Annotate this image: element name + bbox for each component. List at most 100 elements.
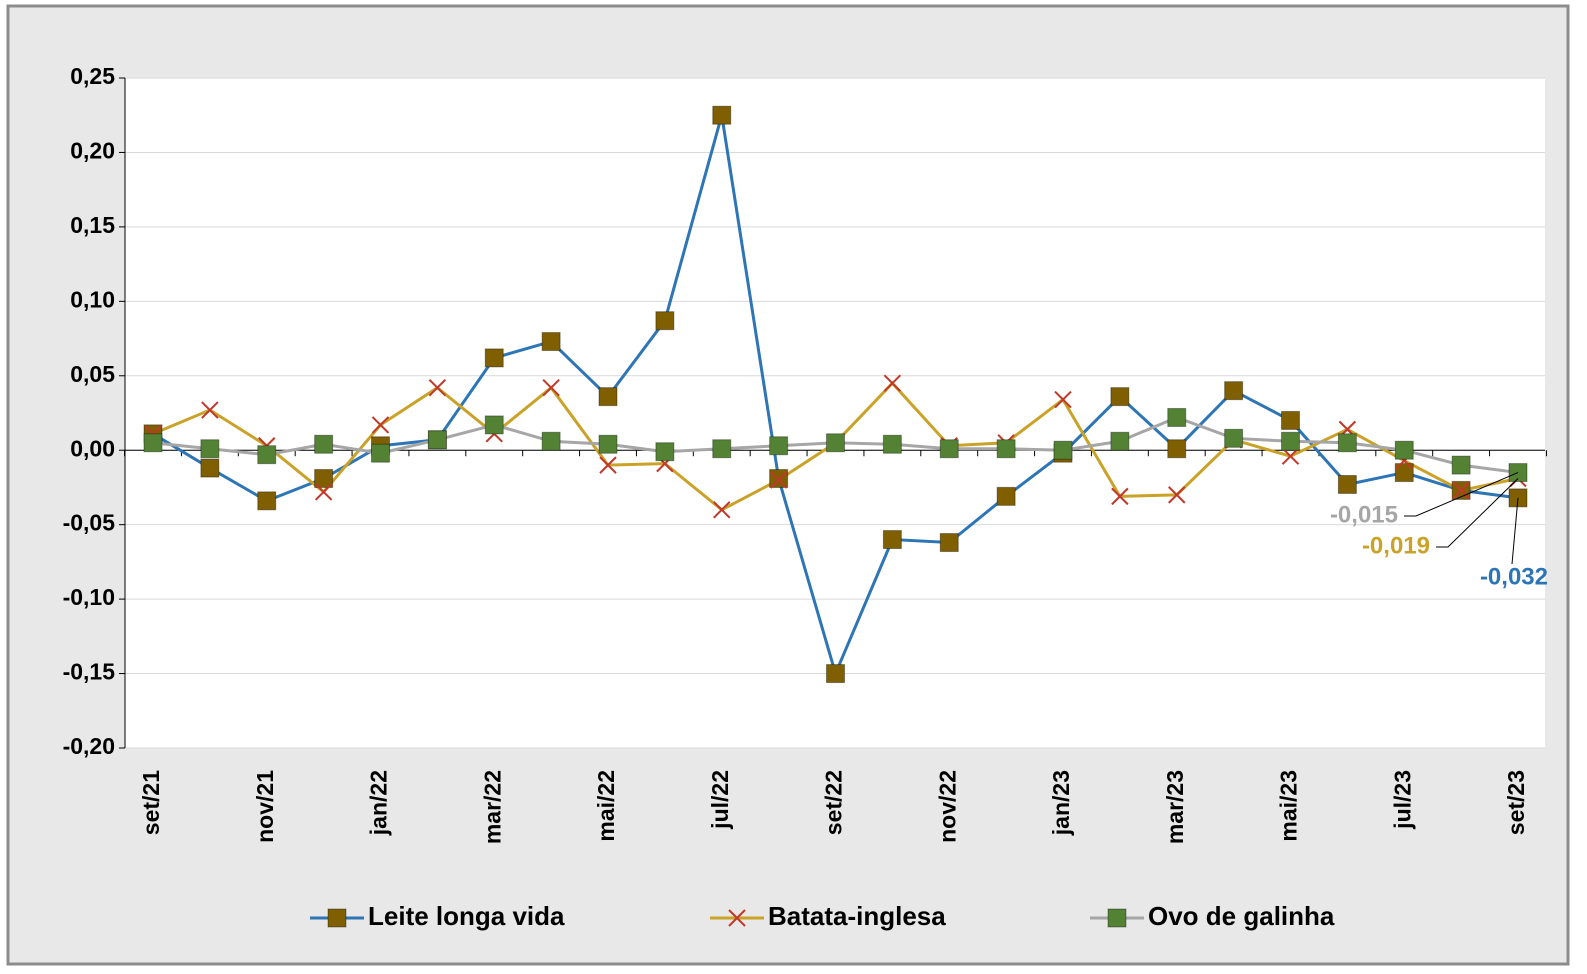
marker	[314, 434, 334, 454]
marker	[541, 332, 561, 352]
marker	[541, 431, 561, 451]
x-tick-label: nov/21	[252, 770, 278, 843]
y-tick-label: 0,15	[70, 212, 115, 238]
x-tick-label: nov/22	[934, 770, 960, 843]
marker-stroke	[1054, 390, 1072, 409]
marker	[939, 533, 959, 553]
marker-stroke	[371, 416, 390, 434]
x-tick-label: mar/23	[1162, 770, 1188, 844]
marker	[598, 387, 618, 407]
marker	[1452, 481, 1470, 500]
x-tick-label: set/22	[821, 770, 847, 835]
marker	[598, 434, 618, 454]
marker	[1337, 433, 1357, 453]
marker	[200, 439, 220, 459]
x-tick-label: jul/23	[1389, 770, 1415, 830]
marker	[371, 443, 390, 463]
leader-line	[1511, 497, 1519, 565]
x-tick-label: jan/23	[1048, 770, 1074, 836]
marker	[542, 378, 560, 397]
x-tick-label: mai/22	[593, 770, 619, 842]
marker	[712, 105, 732, 125]
y-tick-label: 0,25	[70, 63, 115, 89]
y-tick-label: 0,00	[70, 435, 115, 461]
y-tick-label: 0,05	[70, 361, 115, 387]
marker	[1167, 439, 1187, 459]
y-tick-label: -0,05	[63, 510, 116, 536]
marker	[655, 311, 675, 331]
marker	[769, 436, 789, 456]
x-tick-label: jan/22	[366, 770, 392, 836]
marker-stroke	[713, 501, 731, 519]
marker	[371, 416, 390, 434]
marker	[201, 401, 219, 419]
y-tick-label: 0,10	[70, 286, 115, 312]
y-tick-label: 0,20	[70, 138, 115, 164]
marker	[1394, 440, 1414, 460]
marker-stroke	[1281, 447, 1300, 465]
marker	[200, 458, 220, 478]
y-tick-label: -0,20	[63, 733, 115, 759]
marker	[996, 439, 1016, 459]
marker-stroke	[883, 374, 902, 392]
data-label: -0,032	[1480, 563, 1548, 590]
x-tick-label: mai/23	[1276, 770, 1302, 842]
marker	[939, 439, 959, 459]
marker-stroke	[201, 401, 219, 419]
marker	[484, 415, 504, 435]
marker	[882, 530, 902, 550]
marker	[1168, 486, 1186, 504]
plot-area	[125, 78, 1545, 748]
marker	[327, 908, 347, 928]
marker	[599, 456, 617, 474]
leader-line	[1436, 478, 1519, 548]
marker	[428, 378, 447, 397]
marker	[713, 501, 731, 519]
marker	[1224, 428, 1244, 448]
x-tick-label: set/21	[138, 770, 164, 835]
marker	[1394, 463, 1414, 483]
marker	[143, 433, 163, 453]
legend-label: Batata-inglesa	[768, 901, 946, 931]
marker	[314, 469, 334, 489]
data-label: -0,015	[1330, 501, 1398, 528]
marker-stroke	[1111, 487, 1129, 506]
marker	[882, 434, 902, 454]
marker	[1054, 390, 1072, 409]
marker	[769, 471, 788, 489]
data-label: -0,019	[1362, 532, 1430, 559]
marker	[883, 374, 902, 392]
marker	[1111, 487, 1129, 506]
marker	[427, 430, 447, 450]
marker	[826, 433, 845, 453]
marker	[1167, 407, 1187, 427]
legend-label: Leite longa vida	[368, 901, 565, 931]
marker	[1451, 455, 1471, 475]
marker	[1281, 431, 1300, 451]
marker	[996, 486, 1016, 506]
marker	[769, 469, 789, 489]
marker	[257, 445, 277, 465]
marker-stroke	[1168, 486, 1186, 504]
marker-stroke	[728, 909, 746, 927]
marker-stroke	[599, 456, 617, 474]
y-tick-label: -0,10	[63, 584, 115, 610]
legend-label: Ovo de galinha	[1148, 901, 1335, 931]
leader-line	[1404, 472, 1519, 517]
x-tick-label: mar/22	[479, 770, 505, 844]
marker	[1110, 431, 1130, 451]
marker	[1110, 387, 1130, 407]
marker	[1281, 410, 1300, 430]
x-tick-label: jul/22	[707, 770, 733, 830]
marker	[826, 664, 845, 684]
marker	[314, 483, 333, 501]
marker-stroke	[314, 483, 333, 501]
marker	[1107, 908, 1127, 928]
marker	[728, 909, 746, 927]
marker	[712, 439, 732, 459]
marker	[1224, 381, 1244, 401]
marker-stroke	[542, 378, 560, 397]
marker	[655, 442, 675, 462]
